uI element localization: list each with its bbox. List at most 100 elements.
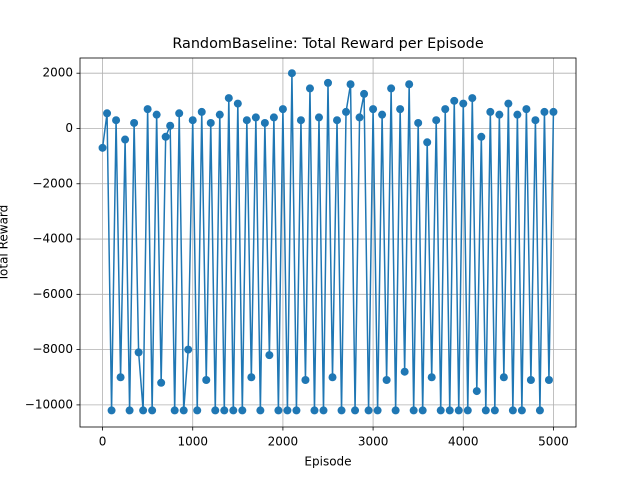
marker: [351, 406, 360, 415]
marker: [418, 406, 427, 415]
marker: [531, 116, 540, 125]
marker: [373, 406, 382, 415]
marker: [540, 107, 549, 116]
marker: [175, 109, 184, 118]
x-tick-label: 2000: [268, 435, 299, 449]
marker: [517, 406, 526, 415]
marker: [256, 406, 265, 415]
marker: [121, 135, 130, 144]
marker: [472, 387, 481, 396]
marker: [170, 406, 179, 415]
marker: [260, 118, 269, 127]
marker: [274, 406, 283, 415]
marker: [526, 376, 535, 385]
marker: [112, 116, 121, 125]
marker: [346, 80, 355, 89]
marker: [436, 406, 445, 415]
y-tick-label: 0: [65, 121, 73, 135]
marker: [238, 406, 247, 415]
marker: [382, 376, 391, 385]
x-tick-label: 1000: [177, 435, 208, 449]
marker: [324, 78, 332, 87]
marker: [220, 406, 229, 415]
marker: [342, 107, 351, 116]
x-tick-label: 4000: [448, 435, 479, 449]
marker: [333, 116, 342, 125]
marker: [103, 109, 112, 118]
marker: [499, 373, 508, 382]
marker: [143, 105, 152, 114]
marker: [157, 378, 166, 387]
x-tick-label: 0: [99, 435, 107, 449]
marker: [215, 110, 224, 119]
marker: [247, 373, 256, 382]
x-axis-label: Episode: [304, 455, 351, 469]
plot-frame: [79, 57, 577, 428]
marker: [364, 406, 373, 415]
marker: [287, 69, 296, 78]
marker: [278, 105, 287, 114]
marker: [396, 105, 405, 114]
marker: [319, 406, 328, 415]
marker: [242, 116, 251, 125]
x-tick-label: 3000: [358, 435, 389, 449]
marker: [495, 110, 504, 119]
marker: [211, 406, 220, 415]
marker: [387, 84, 396, 93]
marker: [292, 406, 301, 415]
marker: [188, 116, 197, 125]
marker: [360, 89, 369, 98]
y-tick-label: −6000: [32, 287, 73, 301]
marker: [98, 143, 107, 152]
marker: [310, 406, 319, 415]
marker: [391, 406, 400, 415]
marker: [130, 118, 139, 127]
marker: [328, 373, 337, 382]
marker: [184, 345, 193, 354]
marker: [504, 99, 513, 108]
marker: [423, 138, 432, 147]
marker: [432, 116, 441, 125]
marker: [229, 406, 238, 415]
marker: [202, 376, 211, 385]
marker: [337, 406, 346, 415]
y-tick-label: −8000: [32, 342, 73, 356]
marker: [513, 110, 522, 119]
chart-title: RandomBaseline: Total Reward per Episode: [172, 36, 484, 52]
marker: [107, 406, 116, 415]
marker: [400, 367, 409, 376]
marker: [179, 406, 188, 415]
marker: [296, 116, 305, 125]
marker: [486, 107, 495, 116]
marker: [522, 105, 531, 114]
marker: [490, 406, 499, 415]
marker: [544, 376, 553, 385]
marker: [233, 99, 242, 108]
y-tick-label: −10000: [25, 397, 73, 411]
marker: [314, 113, 323, 122]
marker: [459, 99, 468, 108]
marker: [549, 107, 558, 116]
marker: [206, 118, 215, 127]
marker: [468, 94, 477, 103]
marker: [355, 113, 364, 122]
marker: [166, 121, 175, 130]
marker: [477, 132, 486, 141]
marker: [454, 406, 463, 415]
marker: [269, 113, 278, 122]
marker: [305, 84, 314, 93]
marker: [463, 406, 472, 415]
marker: [301, 376, 310, 385]
marker: [414, 118, 423, 127]
marker: [535, 406, 544, 415]
marker: [197, 107, 206, 116]
y-tick-label: 2000: [42, 66, 73, 80]
marker: [445, 406, 454, 415]
marker: [481, 406, 490, 415]
marker: [116, 373, 125, 382]
marker: [450, 96, 459, 105]
y-axis-label: Total Reward: [0, 205, 11, 283]
marker: [369, 105, 378, 114]
